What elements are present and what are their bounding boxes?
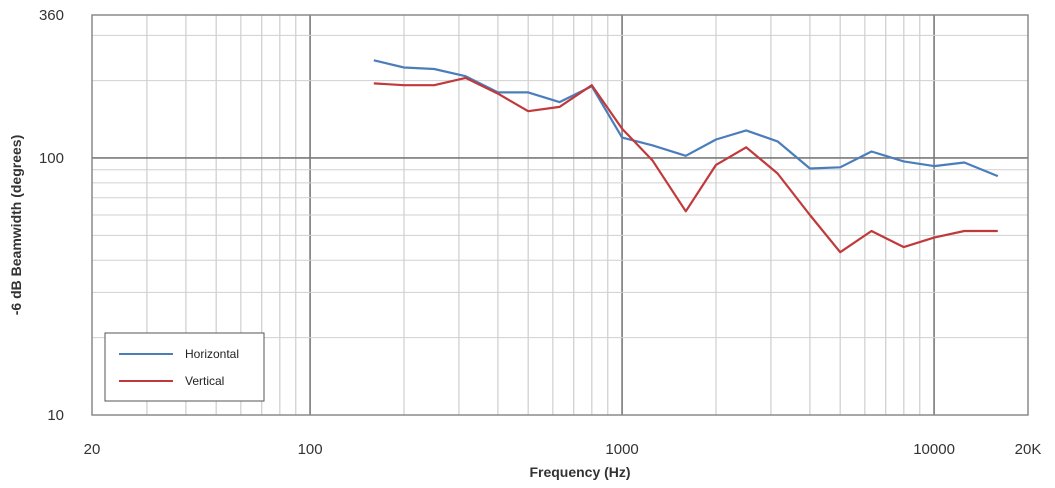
legend: Horizontal Vertical <box>104 332 265 402</box>
x-tick-label: 20K <box>1015 441 1042 458</box>
series-layer <box>373 59 999 254</box>
y-axis-label: -6 dB Beamwidth (degrees) <box>8 135 24 315</box>
x-tick-label: 1000 <box>605 441 638 458</box>
y-tick-label: 360 <box>39 7 64 24</box>
legend-box <box>104 332 265 402</box>
x-tick-label: 10000 <box>913 441 955 458</box>
tick-labels: 20 100 1000 10000 20K 10 100 360 <box>39 7 1041 458</box>
plot-area-frame <box>91 14 1029 416</box>
grid <box>92 15 1028 415</box>
series-line-vertical <box>373 76 998 254</box>
x-tick-label: 100 <box>298 441 323 458</box>
x-tick-label: 20 <box>84 441 101 458</box>
x-axis-label: Frequency (Hz) <box>529 464 630 480</box>
legend-label-horizontal: Horizontal <box>185 347 239 361</box>
y-tick-label: 100 <box>39 150 64 167</box>
y-tick-label: 10 <box>47 407 64 424</box>
legend-label-vertical: Vertical <box>185 374 224 388</box>
series-line-horizontal <box>373 59 999 178</box>
